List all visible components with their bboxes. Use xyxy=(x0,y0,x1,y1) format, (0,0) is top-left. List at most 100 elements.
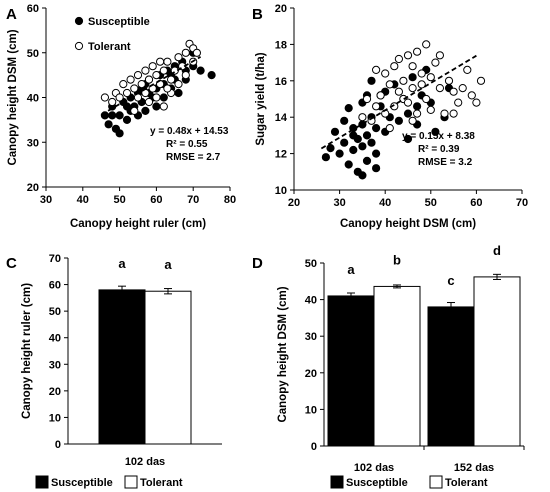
panel-label-d: D xyxy=(252,255,263,272)
susceptible-point-b xyxy=(367,138,376,147)
susceptible-point-b xyxy=(408,73,417,82)
tolerant-point-b xyxy=(422,94,431,104)
susceptible-point-b xyxy=(326,144,335,153)
y-axis-title-c: Canopy height ruler (cm) xyxy=(21,283,33,419)
susceptible-point-b xyxy=(394,116,403,125)
tolerant-point-b xyxy=(403,51,413,60)
tolerant-point-a xyxy=(119,80,128,89)
susceptible-point-b xyxy=(372,149,381,158)
susceptible-point-b xyxy=(367,76,376,85)
scatter-chart-b: 10 12 14 16 18 20 20 30 40 50 60 70 Canopy height DS… xyxy=(255,3,528,230)
susceptible-point-a xyxy=(115,129,124,138)
tolerant-point-a xyxy=(167,75,176,84)
y-tick-label-c: 50 xyxy=(49,306,61,318)
tolerant-point-b xyxy=(394,54,403,64)
tolerant-point-a xyxy=(137,80,146,89)
y-tick-label-a: 20 xyxy=(27,182,39,194)
y-tick-label-c: 70 xyxy=(49,253,61,265)
susceptible-bar-c xyxy=(98,289,146,445)
tolerant-point-a xyxy=(159,102,168,111)
tolerant-point-a xyxy=(181,71,190,80)
trendline-b xyxy=(320,54,477,150)
tolerant-point-a xyxy=(130,84,139,93)
tolerant-point-b xyxy=(417,80,426,89)
tolerant-point-a xyxy=(100,93,110,102)
tolerant-point-b xyxy=(399,76,408,85)
tolerant-point-b xyxy=(408,62,417,71)
susceptible-point-b xyxy=(431,127,440,136)
legend-a-susceptible-marker xyxy=(74,16,84,26)
legend-c-susceptible-label: Susceptible xyxy=(51,477,113,489)
susceptible-point-b xyxy=(349,131,358,140)
tolerant-point-b xyxy=(426,73,435,82)
susceptible-point-b xyxy=(372,124,381,133)
susceptible-point-b xyxy=(372,164,381,173)
tolerant-point-b xyxy=(358,113,367,122)
tolerant-point-b xyxy=(449,109,458,118)
tolerant-point-b xyxy=(422,40,431,49)
regression-stat-a: R² = 0.55 xyxy=(166,139,208,150)
susceptible-point-b xyxy=(349,145,358,155)
tolerant-point-a xyxy=(141,66,150,75)
y-axis-title-a: Canopy height DSM (cm) xyxy=(7,29,19,165)
legend-d-tolerant-label: Tolerant xyxy=(445,477,488,489)
tolerant-point-b xyxy=(381,69,390,78)
susceptible-point-b xyxy=(358,171,367,180)
y-tick-label-c: 60 xyxy=(49,280,61,292)
significance-letter-c: a xyxy=(118,256,126,271)
tolerant-point-b xyxy=(390,62,399,71)
susceptible-point-a xyxy=(108,111,117,120)
y-axis-title-d: Canopy height DSM (cm) xyxy=(277,286,289,422)
category-label-c: 102 das xyxy=(125,456,165,468)
significance-letter-c: a xyxy=(164,257,172,272)
tolerant-point-a xyxy=(133,93,143,102)
tolerant-point-a xyxy=(174,80,183,89)
tolerant-point-a xyxy=(159,66,168,75)
susceptible-point-b xyxy=(413,102,422,111)
tolerant-point-a xyxy=(163,84,172,93)
x-tick-label-a: 80 xyxy=(224,194,236,206)
tolerant-point-b xyxy=(426,105,435,115)
susceptible-point-b xyxy=(340,116,349,125)
x-axis-title-a: Canopy height ruler (cm) xyxy=(70,218,206,230)
tolerant-point-b xyxy=(454,98,463,107)
tolerant-point-b xyxy=(362,94,372,104)
tolerant-point-b xyxy=(472,98,481,107)
susceptible-point-a xyxy=(196,66,205,75)
y-tick-label-b: 16 xyxy=(275,76,287,88)
y-tick-label-c: 0 xyxy=(55,439,61,451)
y-tick-label-a: 40 xyxy=(27,93,39,105)
susceptible-point-b xyxy=(335,149,344,158)
susceptible-point-b xyxy=(362,156,372,165)
bar-chart-d: 0 10 20 30 40 50 Canopy height DSM (cm) 102 das… xyxy=(277,243,525,474)
tolerant-point-b xyxy=(440,109,449,118)
susceptible-point-b xyxy=(330,127,340,136)
legend-c-tolerant-label: Tolerant xyxy=(140,477,183,489)
legend-a: Susceptible Tolerant xyxy=(74,16,150,53)
tolerant-point-a xyxy=(152,71,161,80)
tolerant-point-a xyxy=(144,75,154,84)
x-tick-label-b: 20 xyxy=(288,197,300,209)
y-tick-label-a: 50 xyxy=(27,48,39,60)
susceptible-point-b xyxy=(358,142,367,151)
x-axis-title-b: Canopy height DSM (cm) xyxy=(340,218,476,230)
panel-label-b: B xyxy=(252,6,263,23)
significance-letter-d: c xyxy=(447,273,454,288)
x-tick-label-a: 60 xyxy=(150,194,162,206)
y-tick-label-b: 10 xyxy=(275,185,287,197)
y-tick-label-b: 14 xyxy=(275,112,288,124)
tolerant-point-b xyxy=(372,102,381,111)
tolerant-point-a xyxy=(144,97,154,107)
susceptible-point-a xyxy=(104,120,113,129)
y-tick-label-d: 40 xyxy=(305,295,317,307)
tolerant-point-b xyxy=(408,116,417,125)
tolerant-bar-c xyxy=(144,290,192,445)
tolerant-point-a xyxy=(133,71,143,80)
tolerant-point-b xyxy=(476,76,486,85)
significance-letter-d: d xyxy=(493,243,501,258)
x-tick-label-b: 30 xyxy=(333,197,345,209)
susceptible-point-a xyxy=(152,102,161,111)
susceptible-point-a xyxy=(122,102,132,111)
x-tick-label-a: 40 xyxy=(77,194,89,206)
